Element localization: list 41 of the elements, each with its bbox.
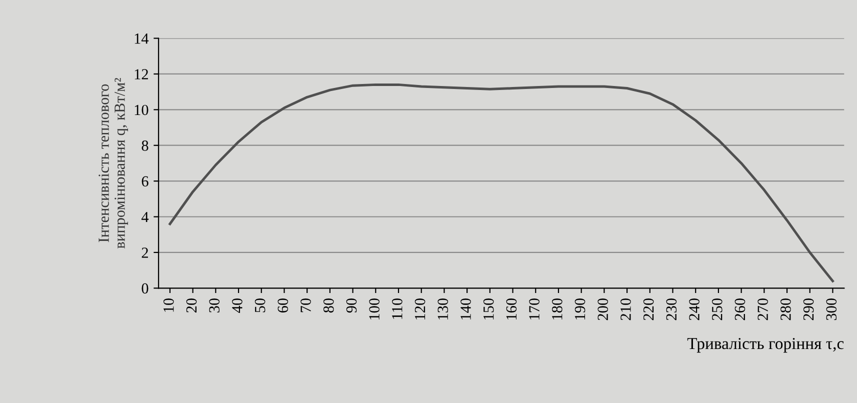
x-tick-label: 130 xyxy=(438,298,448,320)
y-tick-label: 2 xyxy=(142,248,148,258)
x-tick-label: 30 xyxy=(209,298,220,312)
x-tick-label: 60 xyxy=(278,298,288,312)
y-tick-label: 12 xyxy=(134,69,148,80)
x-tick-label: 150 xyxy=(483,298,494,320)
x-tick-label: 290 xyxy=(803,298,814,320)
x-tick-label: 20 xyxy=(186,298,197,312)
x-tick-label: 170 xyxy=(529,298,540,320)
y-axis-title: Інтенсивність теплового випромінювання q, кВт/м² xyxy=(98,78,128,248)
x-tick-label: 90 xyxy=(346,298,357,313)
x-tick-label: 260 xyxy=(734,298,746,320)
y-tick-label: 0 xyxy=(142,283,148,294)
x-tick-label: 70 xyxy=(300,298,311,312)
x-tick-label: 270 xyxy=(758,298,768,320)
x-tick-label: 100 xyxy=(369,298,380,320)
x-axis-title: Тривалість горіння τ,c xyxy=(687,338,844,353)
y-tick-label: 8 xyxy=(142,140,148,151)
x-tick-label: 250 xyxy=(712,298,722,320)
x-tick-label: 210 xyxy=(620,298,631,320)
x-tick-label: 200 xyxy=(598,298,608,320)
y-tick-label: 4 xyxy=(141,212,149,222)
x-tick-label: 10 xyxy=(163,298,174,312)
x-tick-label: 220 xyxy=(643,298,654,320)
x-tick-label: 160 xyxy=(506,298,517,320)
x-tick-label: 280 xyxy=(780,298,791,320)
x-tick-label: 120 xyxy=(414,298,426,320)
x-tick-label: 240 xyxy=(689,298,700,320)
x-tick-label: 190 xyxy=(574,298,586,320)
x-tick-label: 140 xyxy=(460,298,471,320)
x-tick-label: 300 xyxy=(826,298,837,320)
x-tick-label: 50 xyxy=(254,298,266,312)
x-tick-label: 110 xyxy=(392,298,402,319)
line-series xyxy=(168,83,834,282)
y-tick-label: 14 xyxy=(134,34,149,44)
x-tick-label: 180 xyxy=(552,298,562,320)
y-tick-label: 6 xyxy=(142,176,148,187)
x-tick-label: 40 xyxy=(232,298,242,313)
y-tick-label: 10 xyxy=(134,104,148,116)
x-tick-label: 80 xyxy=(323,298,334,313)
x-tick-label: 230 xyxy=(666,298,677,320)
